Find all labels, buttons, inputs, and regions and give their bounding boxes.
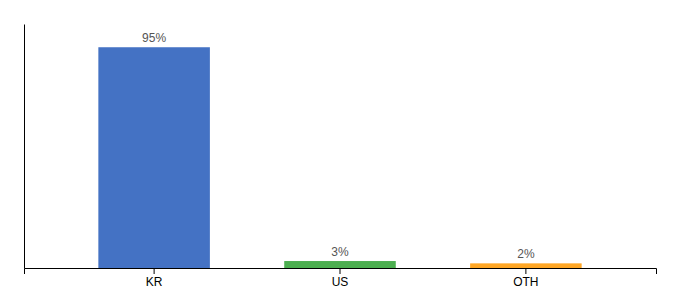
bar [470,263,582,268]
x-tick-label: OTH [513,275,538,289]
data-labels: 95% 3% 2% [142,31,535,261]
x-tick-label: US [332,275,349,289]
y-axis-line [24,25,25,269]
bar [284,261,396,268]
bars [98,47,581,268]
data-label: 95% [142,31,166,45]
y-axis [24,25,25,269]
data-label: 2% [517,247,535,261]
x-axis-line [25,269,657,275]
bar [98,47,210,268]
x-tick-label: KR [146,275,163,289]
x-tick: OTH [513,268,538,289]
x-tick-mark [154,268,155,274]
plot: 95% 3% 2% KR US OTH [25,25,657,289]
x-tick: KR [146,268,163,289]
x-tick-mark [525,268,526,274]
chart: 95% 3% 2% KR US OTH [0,0,680,300]
x-tick-mark [340,268,341,274]
x-tick: US [332,268,349,289]
x-axis: KR US OTH [25,268,657,289]
data-label: 3% [331,245,349,259]
